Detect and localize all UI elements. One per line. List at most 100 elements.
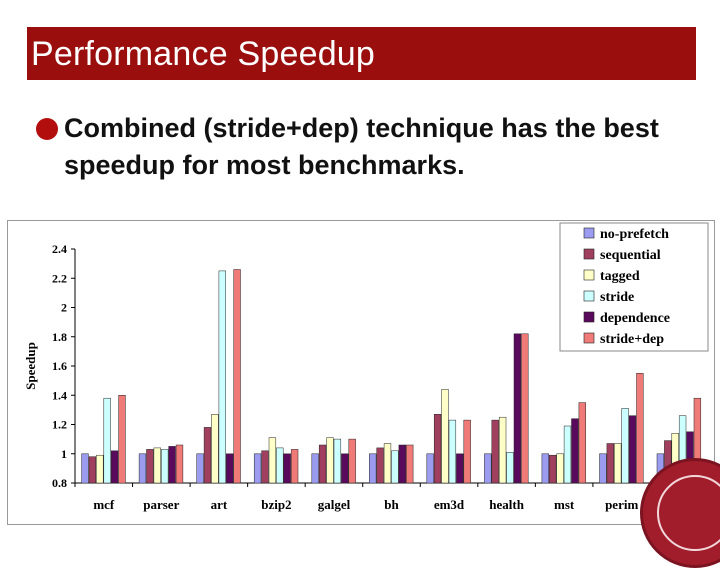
- bar-stride-parser: [161, 449, 169, 484]
- bar-no-prefetch-bzip2: [253, 453, 262, 484]
- bar-sequential-perim: [606, 443, 614, 484]
- y-tick-label: 2.2: [52, 271, 67, 285]
- bar-stride+dep-health: [521, 333, 529, 484]
- legend-label: dependence: [600, 311, 670, 326]
- bar-dependence-bzip2: [283, 453, 291, 484]
- bullet-point: Combined (stride+dep) technique has the …: [36, 110, 696, 184]
- bar-stride-mcf: [103, 397, 111, 484]
- bar-tagged-art: [211, 414, 219, 484]
- legend-swatch: [583, 269, 595, 281]
- x-category-label: bh: [384, 497, 399, 512]
- bar-tagged-parser: [153, 447, 161, 484]
- legend-swatch: [583, 248, 595, 260]
- y-tick-label: 2.4: [52, 242, 67, 256]
- bar-sequential-art: [203, 427, 212, 484]
- bar-tagged-perim: [614, 443, 622, 484]
- y-tick-label: 1.6: [52, 359, 67, 373]
- bar-dependence-parser: [168, 446, 176, 484]
- bar-stride-bh: [391, 450, 399, 484]
- bar-stride+dep-perim: [636, 373, 644, 484]
- x-category-label: health: [489, 497, 524, 512]
- legend-label: stride+dep: [600, 332, 664, 347]
- bullet-icon: [36, 118, 58, 140]
- x-category-label: em3d: [434, 497, 465, 512]
- bar-tagged-health: [498, 416, 507, 484]
- y-tick-label: 1.8: [52, 330, 67, 344]
- bar-dependence-bh: [398, 444, 406, 484]
- speedup-bar-chart: 0.8 1 1.2 1.4 1.6 1.8 2 2.2 2.4 Speedup mcf parser a…: [23, 222, 709, 512]
- bar-tagged-galgel: [326, 437, 334, 484]
- bar-stride+dep-mcf: [118, 395, 126, 484]
- bar-stride+dep-galgel: [348, 438, 356, 484]
- legend-label: stride: [600, 290, 634, 305]
- bar-dependence-art: [226, 453, 234, 484]
- slide-title: Performance Speedup: [31, 35, 376, 73]
- bar-stride-galgel: [333, 438, 342, 484]
- chart-frame: 0.8 1 1.2 1.4 1.6 1.8 2 2.2 2.4 Speedup mcf parser a…: [7, 220, 715, 525]
- x-category-label: parser: [143, 497, 179, 512]
- bar-sequential-health: [491, 419, 499, 484]
- bar-stride-em3d: [448, 419, 457, 484]
- legend-label: tagged: [600, 269, 640, 284]
- x-category-label: bzip2: [261, 497, 291, 512]
- legend-label: sequential: [600, 248, 661, 263]
- bar-dependence-galgel: [341, 453, 349, 484]
- bar-dependence-mst: [571, 418, 579, 484]
- bar-no-prefetch-bh: [369, 453, 377, 484]
- bar-stride+dep-bh: [406, 444, 414, 484]
- bar-no-prefetch-art: [196, 453, 204, 484]
- bar-dependence-mcf: [110, 450, 119, 484]
- bar-tagged-em3d: [441, 389, 449, 484]
- bar-stride-art: [218, 270, 226, 484]
- bar-stride+dep-em3d: [463, 419, 471, 484]
- x-category-label: art: [211, 497, 228, 512]
- bar-no-prefetch-mst: [541, 453, 549, 484]
- bar-sequential-galgel: [318, 444, 327, 484]
- bar-no-prefetch-mcf: [81, 453, 89, 484]
- bar-tagged-mst: [556, 453, 564, 484]
- bar-dependence-em3d: [456, 453, 464, 484]
- legend-swatch: [583, 311, 595, 323]
- bar-stride-perim: [621, 408, 629, 484]
- x-category-label: mcf: [93, 497, 115, 512]
- title-bar: Performance Speedup: [27, 27, 696, 80]
- bullet-text: Combined (stride+dep) technique has the …: [64, 113, 659, 180]
- legend-box: [559, 222, 709, 352]
- bar-tagged-bh: [383, 443, 392, 484]
- bar-no-prefetch-galgel: [311, 453, 319, 484]
- y-axis-title: Speedup: [23, 342, 38, 390]
- bar-stride+dep-bzip2: [290, 449, 299, 484]
- legend-swatch: [583, 332, 595, 344]
- y-tick-label: 1: [61, 447, 67, 461]
- bar-sequential-em3d: [433, 414, 442, 484]
- x-category-label: perim: [605, 497, 638, 512]
- y-tick-label: 0.8: [52, 476, 67, 490]
- bar-no-prefetch-parser: [138, 453, 147, 484]
- bar-dependence-health: [513, 333, 522, 484]
- bar-sequential-mst: [549, 454, 557, 484]
- y-tick-label: 1.4: [52, 388, 67, 402]
- legend-label: no-prefetch: [600, 227, 669, 242]
- bar-no-prefetch-em3d: [426, 453, 434, 484]
- y-tick-label: 1.2: [52, 418, 67, 432]
- legend-swatch: [583, 227, 595, 239]
- bar-sequential-mcf: [88, 456, 97, 484]
- x-category-label: mst: [554, 497, 575, 512]
- legend-swatch: [583, 290, 595, 302]
- bar-stride-mst: [563, 425, 572, 484]
- bar-no-prefetch-health: [484, 453, 492, 484]
- bar-stride+dep-mst: [578, 402, 586, 484]
- bar-no-prefetch-perim: [599, 453, 607, 484]
- bar-sequential-parser: [146, 449, 154, 484]
- y-tick-label: 2: [61, 301, 67, 315]
- bar-stride+dep-art: [233, 269, 241, 484]
- bar-stride-bzip2: [276, 447, 284, 484]
- bar-tagged-mcf: [96, 454, 104, 484]
- bar-sequential-bh: [376, 447, 384, 484]
- bar-dependence-perim: [628, 415, 637, 484]
- bar-stride+dep-parser: [175, 444, 184, 484]
- x-category-label: galgel: [318, 497, 351, 512]
- bar-sequential-bzip2: [261, 450, 269, 484]
- bar-tagged-bzip2: [268, 437, 277, 484]
- bar-stride-health: [506, 452, 514, 484]
